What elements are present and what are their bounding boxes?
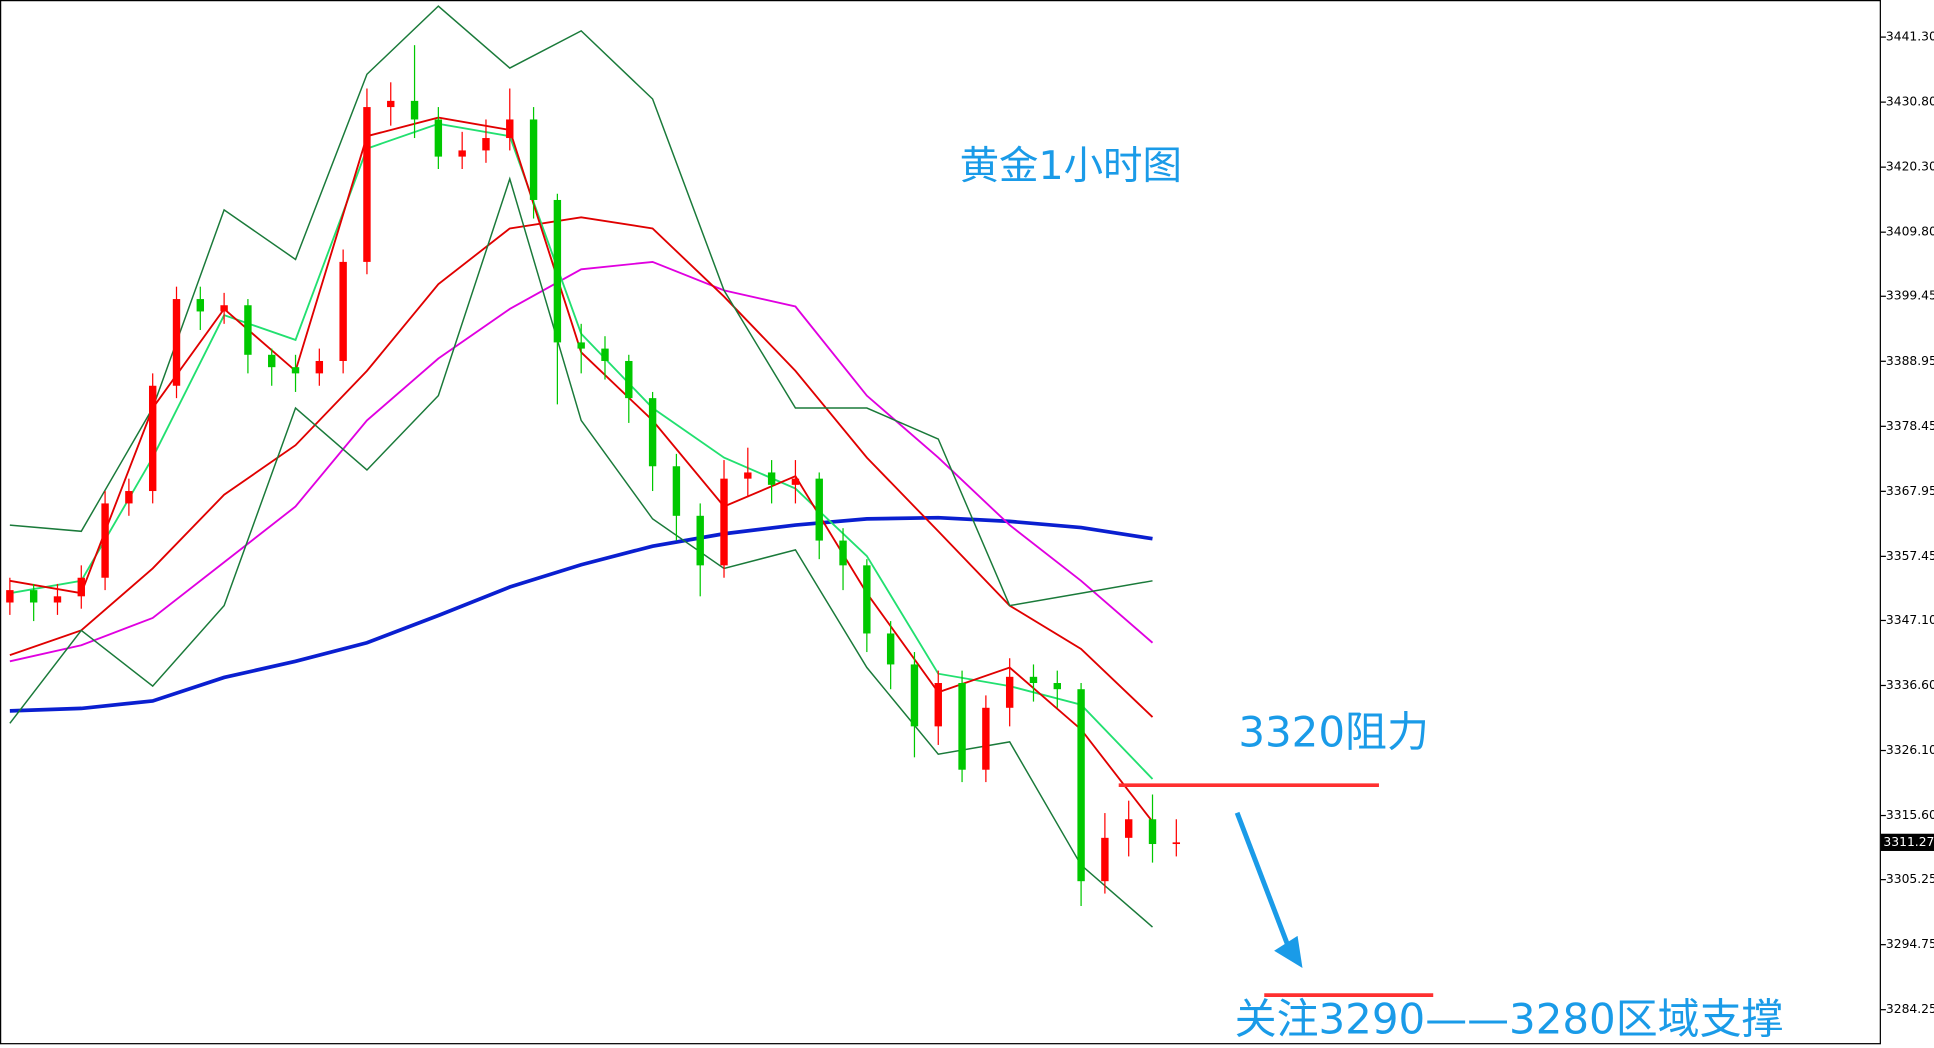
candle-body [815, 478, 823, 541]
candle-body [577, 342, 585, 349]
y-tick-label: 3399.45 [1886, 289, 1934, 303]
candle-body [791, 478, 800, 485]
candle-body [339, 261, 347, 361]
candle-body [6, 590, 14, 603]
candle-body [244, 305, 252, 355]
candle-body [363, 107, 371, 262]
y-tick-label: 3357.45 [1886, 549, 1934, 563]
candle-body [1125, 819, 1133, 838]
candle-body [1077, 689, 1085, 882]
candle-body [648, 398, 657, 467]
candle-body [172, 299, 181, 386]
candle-body [1005, 676, 1014, 708]
arrow-head [1274, 935, 1303, 968]
candle-body [434, 119, 443, 157]
candle-body [958, 683, 966, 770]
candle-body [268, 354, 276, 368]
indicator-line [9, 122, 1154, 780]
candle-body [291, 367, 300, 374]
annotation: 关注3290——3280区域支撑 [1235, 995, 1784, 1044]
candle-body [53, 596, 62, 603]
y-tick-label: 3378.45 [1886, 419, 1934, 433]
candle-body [196, 299, 205, 312]
candle-body [148, 385, 157, 492]
y-tick-label: 3441.30 [1886, 30, 1934, 44]
candle-body [982, 707, 990, 770]
candle-body [387, 100, 395, 108]
indicator-line [9, 216, 1154, 718]
candle-body [886, 633, 895, 665]
y-tick-label: 3347.10 [1886, 613, 1934, 627]
candle-body [77, 577, 85, 597]
candle-body [482, 138, 490, 151]
indicator-line [9, 176, 1153, 928]
candle-body [220, 305, 228, 312]
candle-body [672, 466, 681, 516]
candle-body [101, 503, 109, 578]
y-tick-label: 3315.60 [1886, 808, 1934, 822]
candle-body [1101, 837, 1109, 882]
plot-frame [0, 0, 1881, 1045]
indicator-line [9, 515, 1153, 713]
y-tick-label: 3430.80 [1886, 95, 1934, 109]
candle-body [1053, 683, 1061, 690]
y-tick-label: 3305.25 [1886, 872, 1934, 886]
arrow-shaft [1234, 811, 1292, 950]
candle-body [29, 590, 38, 603]
y-tick-label: 3409.80 [1886, 225, 1934, 239]
last-price-box [1880, 833, 1934, 851]
candle-body [767, 472, 776, 485]
y-tick-label: 3336.60 [1886, 678, 1934, 692]
y-tick-label: 3294.75 [1886, 937, 1934, 951]
last-price-label: 3311.27 [1883, 835, 1934, 849]
candle-body [529, 119, 538, 200]
candle-body [506, 119, 514, 139]
y-tick-label: 3284.25 [1886, 1002, 1934, 1016]
candle-body [125, 491, 133, 504]
candle-body [458, 150, 466, 157]
candle-body [315, 360, 324, 374]
candle-body [553, 199, 562, 343]
candle-body [863, 565, 871, 634]
indicator-line [9, 5, 1153, 607]
candle-body [934, 683, 942, 727]
candle-body [744, 472, 752, 479]
indicator-line [9, 116, 1154, 823]
candle-body [696, 515, 704, 566]
y-tick-label: 3388.95 [1886, 354, 1934, 368]
y-tick-label: 3420.30 [1886, 160, 1934, 174]
candle-body [839, 540, 847, 566]
annotation: 3320阻力 [1238, 708, 1429, 757]
candle-body [601, 348, 609, 361]
candle-body [410, 100, 419, 120]
y-tick-label: 3326.10 [1886, 743, 1934, 757]
candle-body [1029, 676, 1038, 684]
candle-body [1148, 819, 1157, 845]
candle-body [910, 664, 919, 727]
y-tick-label: 3367.95 [1886, 484, 1934, 498]
indicator-line [9, 260, 1154, 663]
candle-body [1172, 842, 1181, 845]
candle-body [720, 478, 728, 566]
candle-body [625, 360, 633, 399]
chart-title: 黄金1小时图 [960, 143, 1182, 189]
